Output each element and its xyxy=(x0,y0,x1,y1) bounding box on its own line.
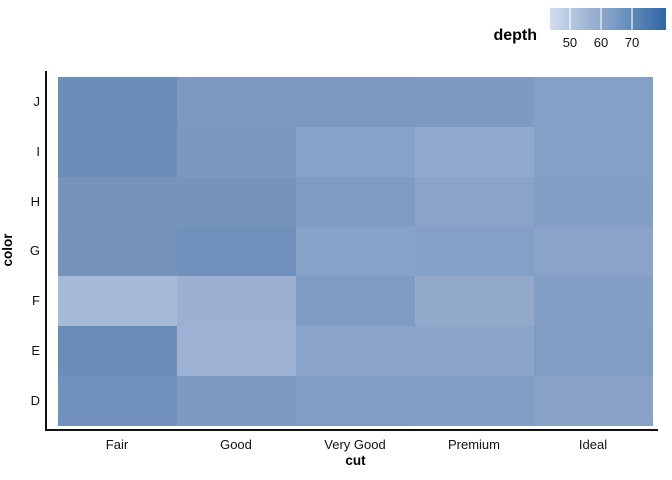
heatmap-cell-G-Very Good xyxy=(296,226,415,277)
heatmap-cell-J-Fair xyxy=(58,77,177,127)
x-tick-label-very-good: Very Good xyxy=(324,437,386,452)
legend-tickmark-50 xyxy=(568,8,571,30)
heatmap-cell-I-Very Good xyxy=(296,126,415,177)
legend-tick-label-60: 60 xyxy=(593,35,609,50)
heatmap-cell-J-Ideal xyxy=(534,77,653,127)
heatmap-cell-H-Very Good xyxy=(296,176,415,227)
heatmap-cell-F-Very Good xyxy=(296,276,415,327)
heatmap-cell-G-Premium xyxy=(415,226,534,277)
x-tick-label-premium: Premium xyxy=(447,437,500,452)
y-tick-label-I: I xyxy=(36,144,40,159)
y-tick-label-F: F xyxy=(32,293,40,308)
legend-tickmark-60 xyxy=(600,8,603,30)
y-axis-line xyxy=(45,71,47,431)
heatmap-cell-F-Good xyxy=(177,276,296,327)
heatmap-cell-D-Very Good xyxy=(296,376,415,426)
heatmap-plot-area xyxy=(58,77,653,426)
legend-title: depth xyxy=(493,27,537,44)
heatmap-cell-E-Fair xyxy=(58,326,177,377)
heatmap-cell-E-Very Good xyxy=(296,326,415,377)
heatmap-cell-E-Good xyxy=(177,326,296,377)
heatmap-cell-D-Ideal xyxy=(534,376,653,426)
heatmap-cell-D-Premium xyxy=(415,376,534,426)
heatmap-cell-I-Fair xyxy=(58,126,177,177)
x-tick-label-fair: Fair xyxy=(105,437,129,452)
y-axis-title: color xyxy=(0,233,15,267)
heatmap-cell-E-Premium xyxy=(415,326,534,377)
heatmap-cell-J-Good xyxy=(177,77,296,127)
heatmap-cell-F-Fair xyxy=(58,276,177,327)
legend-tickmark-70 xyxy=(631,8,633,30)
x-axis-title: cut xyxy=(345,453,366,468)
legend-tick-label-70: 70 xyxy=(624,35,640,50)
heatmap-cell-H-Premium xyxy=(415,176,534,227)
heatmap-cell-I-Good xyxy=(177,126,296,177)
y-tick-label-J: J xyxy=(33,94,41,109)
heatmap-cell-J-Premium xyxy=(415,77,534,127)
heatmap-cell-H-Ideal xyxy=(534,176,653,227)
heatmap-cell-G-Good xyxy=(177,226,296,277)
heatmap-cell-E-Ideal xyxy=(534,326,653,377)
heatmap-cell-F-Ideal xyxy=(534,276,653,327)
y-tick-label-H: H xyxy=(30,194,40,209)
x-tick-label-good: Good xyxy=(220,437,252,452)
y-tick-label-E: E xyxy=(31,343,40,358)
heatmap-cell-H-Good xyxy=(177,176,296,227)
heatmap-cell-D-Good xyxy=(177,376,296,426)
heatmap-cell-D-Fair xyxy=(58,376,177,426)
heatmap-cell-F-Premium xyxy=(415,276,534,327)
y-tick-label-G: G xyxy=(29,243,40,258)
legend-tick-label-50: 50 xyxy=(562,35,578,50)
legend-colorbar xyxy=(550,8,666,30)
heatmap-cell-G-Ideal xyxy=(534,226,653,277)
heatmap-cell-H-Fair xyxy=(58,176,177,227)
heatmap-cell-G-Fair xyxy=(58,226,177,277)
heatmap-cell-I-Ideal xyxy=(534,126,653,177)
x-tick-label-ideal: Ideal xyxy=(578,437,608,452)
heatmap-cell-J-Very Good xyxy=(296,77,415,127)
y-tick-label-D: D xyxy=(30,393,40,408)
heatmap-cell-I-Premium xyxy=(415,126,534,177)
x-axis-line xyxy=(45,429,658,431)
